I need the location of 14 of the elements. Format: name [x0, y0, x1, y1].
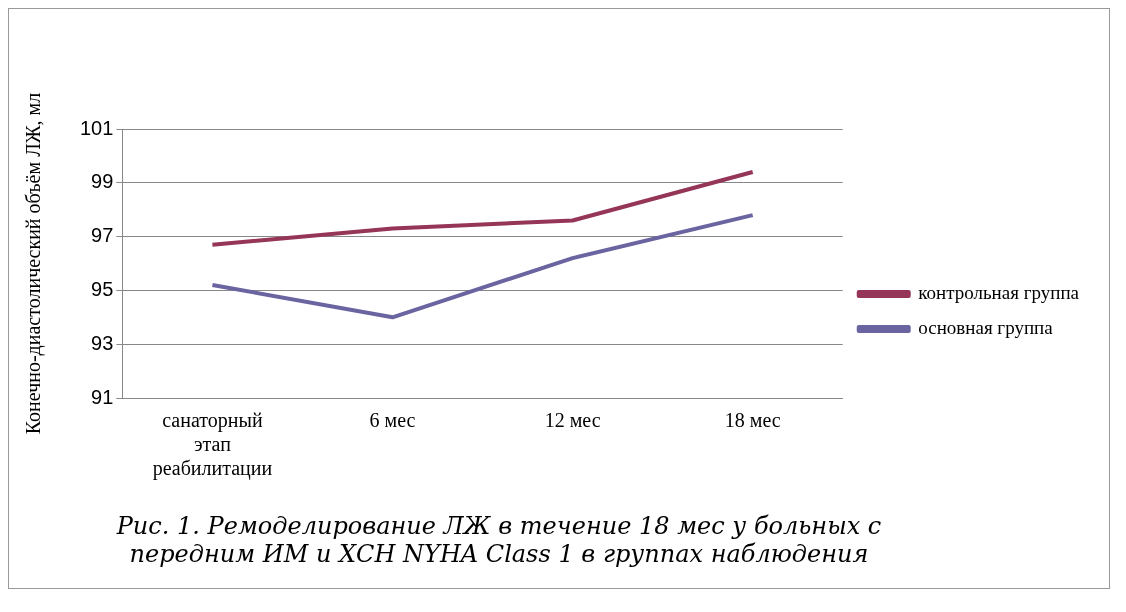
y-tick-label: 101 — [79, 116, 114, 139]
x-tick-label: 12 мес — [544, 409, 601, 432]
x-tick-label: 18 мес — [724, 409, 781, 432]
y-tick-label: 91 — [91, 385, 114, 408]
x-tick-label: 6 мес — [369, 409, 416, 432]
y-axis-title: Конечно-диастолический объём ЛЖ, мл — [22, 92, 46, 435]
x-tick-label: санаторный этап реабилитации — [152, 409, 273, 481]
text: Рис. 1. Ремоделирование ЛЖ в течение 18 мес у больных с передним ИМ и ХСН NYHA Class 1 в группах наблюдения — [115, 511, 883, 570]
y-tick-label: 99 — [91, 170, 114, 193]
y-tick-label: 97 — [91, 224, 114, 247]
y-tick-label: 95 — [91, 277, 114, 300]
legend-label: основная группа — [918, 316, 1054, 338]
legend-label: контрольная группа — [918, 281, 1080, 303]
y-tick-label: 93 — [91, 331, 114, 354]
